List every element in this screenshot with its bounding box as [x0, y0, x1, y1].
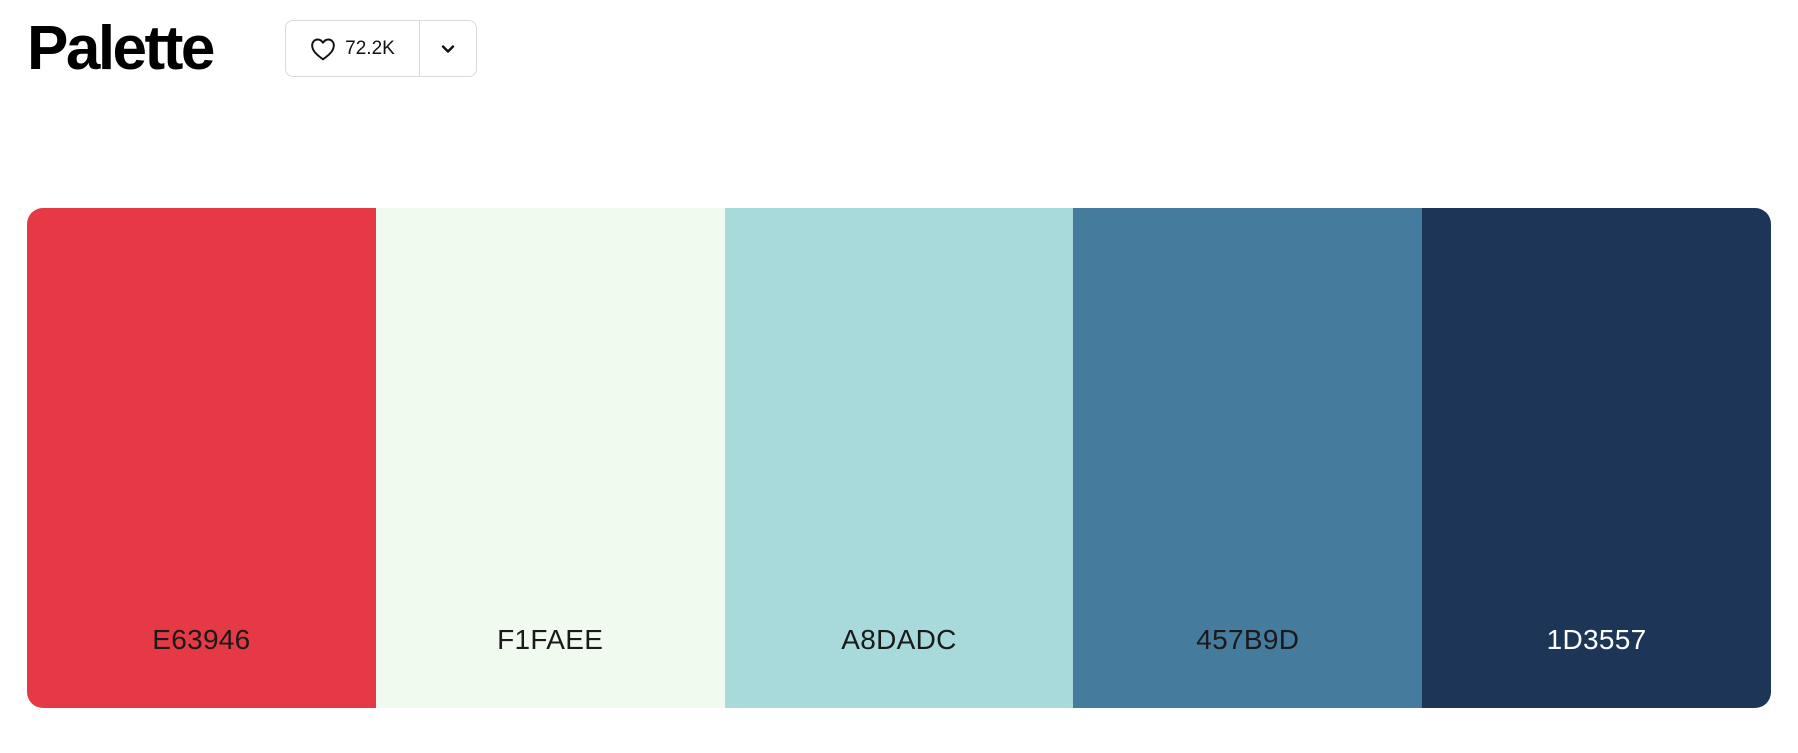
page-header: Palette	[27, 14, 215, 83]
swatch-hex-label: 1D3557	[1546, 624, 1647, 655]
more-options-button[interactable]	[420, 21, 476, 76]
like-button[interactable]: 72.2K	[286, 21, 420, 76]
color-swatch[interactable]: 1D3557	[1422, 208, 1771, 708]
swatch-hex-label: E63946	[152, 624, 251, 655]
color-swatch[interactable]: E63946	[27, 208, 376, 708]
swatch-hex-label: 457B9D	[1196, 624, 1300, 655]
heart-icon	[310, 37, 336, 61]
page-title: Palette	[27, 14, 215, 83]
palette-actions: 72.2K	[285, 20, 477, 77]
color-swatch[interactable]: F1FAEE	[375, 208, 725, 708]
swatch-hex-label: A8DADC	[841, 624, 957, 655]
color-swatch[interactable]: 457B9D	[1073, 208, 1423, 708]
chevron-down-icon	[440, 44, 456, 54]
swatch-hex-label: F1FAEE	[497, 624, 604, 655]
palette-swatches: E63946 F1FAEE A8DADC 457B9D 1D3557	[27, 208, 1771, 708]
like-count: 72.2K	[345, 37, 395, 59]
color-swatch[interactable]: A8DADC	[724, 208, 1074, 708]
